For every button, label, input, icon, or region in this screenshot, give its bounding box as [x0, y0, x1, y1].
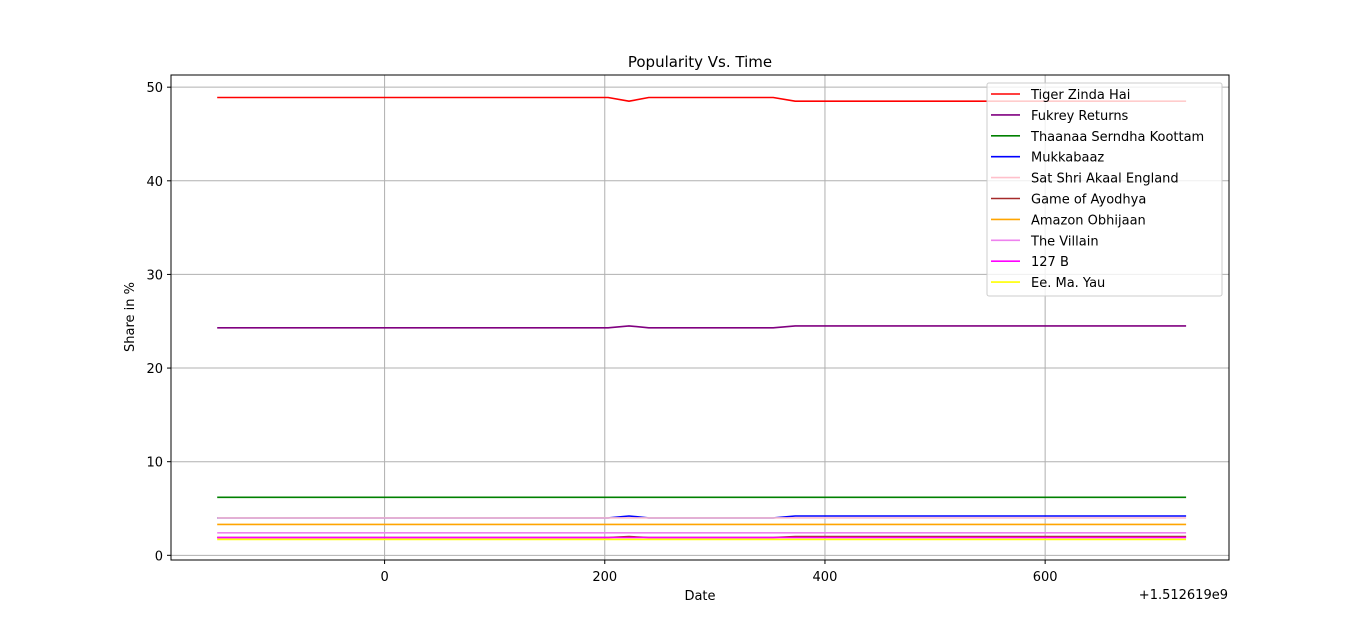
legend-label: The Villain — [1030, 234, 1099, 249]
y-tick-label: 0 — [155, 549, 163, 564]
x-tick-label: 200 — [592, 570, 617, 585]
series-line — [217, 96, 1187, 102]
legend-label: Ee. Ma. Yau — [1031, 276, 1105, 291]
legend-label: Game of Ayodhya — [1031, 193, 1146, 208]
legend: Tiger Zinda Hai Fukrey Returns Thaanaa Ser… — [986, 82, 1223, 297]
legend-box — [986, 82, 1223, 297]
x-tick-label: 600 — [1033, 570, 1058, 585]
axis-ticks: 0 200 400 600 0 10 20 30 40 50 — [146, 81, 1057, 585]
legend-label: Amazon Obhijaan — [1031, 213, 1146, 228]
legend-label: Sat Shri Akaal England — [1031, 172, 1179, 187]
x-axis-offset-label: +1.512619e9 — [1139, 588, 1228, 603]
x-tick-label: 400 — [813, 570, 838, 585]
y-tick-label: 10 — [146, 456, 163, 471]
legend-label: Fukrey Returns — [1031, 109, 1129, 124]
y-tick-label: 50 — [146, 81, 163, 96]
x-tick-label: 0 — [380, 570, 388, 585]
x-axis-label: Date — [684, 589, 715, 604]
y-tick-label: 20 — [146, 362, 163, 377]
y-axis-label: Share in % — [123, 282, 138, 352]
y-tick-label: 30 — [146, 268, 163, 283]
series-lines — [217, 96, 1187, 541]
legend-label: Tiger Zinda Hai — [1030, 88, 1130, 103]
y-tick-label: 40 — [146, 175, 163, 190]
legend-label: Mukkabaaz — [1031, 151, 1104, 166]
legend-label: Thaanaa Serndha Koottam — [1030, 130, 1204, 145]
series-line — [217, 325, 1187, 329]
legend-label: 127 B — [1031, 255, 1069, 270]
chart-title: Popularity Vs. Time — [628, 53, 772, 71]
plot-frame — [170, 74, 1230, 561]
